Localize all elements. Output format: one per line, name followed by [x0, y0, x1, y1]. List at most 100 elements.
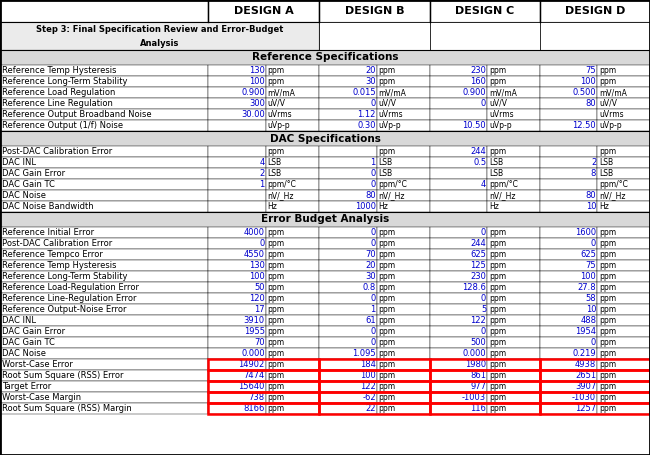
Text: Reference Long-Term Stability: Reference Long-Term Stability — [2, 272, 127, 281]
Text: 5: 5 — [481, 305, 486, 314]
Text: mV/mA: mV/mA — [489, 88, 517, 97]
Text: ppm: ppm — [268, 239, 285, 248]
Text: ppm: ppm — [489, 305, 506, 314]
Text: 17: 17 — [254, 305, 265, 314]
Bar — [540, 260, 597, 271]
Bar — [319, 337, 377, 348]
Bar — [319, 348, 377, 359]
Text: ppm: ppm — [489, 382, 506, 391]
Text: DESIGN C: DESIGN C — [456, 6, 515, 16]
Bar — [488, 87, 540, 98]
Text: ppm: ppm — [268, 250, 285, 259]
Text: Reference Temp Hysteresis: Reference Temp Hysteresis — [2, 66, 116, 75]
Text: -1030: -1030 — [572, 393, 596, 402]
Text: ppm: ppm — [379, 327, 396, 336]
Bar — [430, 293, 488, 304]
Text: DAC Noise: DAC Noise — [2, 191, 46, 200]
Text: 1955: 1955 — [244, 327, 265, 336]
Bar — [377, 76, 430, 87]
Text: ppm: ppm — [599, 147, 616, 156]
Bar — [208, 381, 319, 392]
Text: 4: 4 — [259, 158, 265, 167]
Bar — [430, 403, 540, 414]
Text: ppm: ppm — [489, 338, 506, 347]
Bar — [266, 76, 319, 87]
Bar — [0, 50, 650, 65]
Bar — [319, 370, 377, 381]
Bar — [377, 326, 430, 337]
Text: 130: 130 — [249, 261, 265, 270]
Bar — [488, 120, 540, 131]
Bar — [377, 392, 430, 403]
Text: ppm: ppm — [599, 371, 616, 380]
Bar — [430, 359, 540, 370]
Text: 100: 100 — [580, 272, 596, 281]
Text: Reference Load Regulation: Reference Load Regulation — [2, 88, 116, 97]
Bar — [0, 348, 208, 359]
Bar — [208, 381, 266, 392]
Bar — [597, 157, 650, 168]
Bar — [377, 348, 430, 359]
Text: 4550: 4550 — [244, 250, 265, 259]
Bar — [208, 282, 266, 293]
Text: ppm: ppm — [599, 360, 616, 369]
Bar — [488, 238, 540, 249]
Bar — [208, 146, 266, 157]
Bar — [488, 190, 540, 201]
Text: 50: 50 — [254, 283, 265, 292]
Text: 244: 244 — [471, 147, 486, 156]
Bar — [597, 238, 650, 249]
Text: DESIGN A: DESIGN A — [233, 6, 293, 16]
Bar — [540, 326, 597, 337]
Text: ppm: ppm — [489, 77, 506, 86]
Bar — [540, 168, 597, 179]
Bar — [208, 359, 319, 370]
Bar — [266, 403, 319, 414]
Text: ppm/°C: ppm/°C — [599, 180, 628, 189]
Text: LSB: LSB — [379, 169, 393, 178]
Text: mV/mA: mV/mA — [379, 88, 407, 97]
Text: ppm: ppm — [268, 272, 285, 281]
Bar — [208, 315, 266, 326]
Bar — [540, 392, 597, 403]
Text: ppm: ppm — [268, 316, 285, 325]
Bar — [266, 359, 319, 370]
Bar — [540, 370, 650, 381]
Bar — [488, 146, 540, 157]
Text: ppm: ppm — [268, 294, 285, 303]
Text: 58: 58 — [586, 294, 596, 303]
Bar — [319, 249, 377, 260]
Bar — [0, 238, 208, 249]
Bar — [266, 238, 319, 249]
Bar — [488, 348, 540, 359]
Text: 1.12: 1.12 — [358, 110, 376, 119]
Bar — [540, 337, 597, 348]
Bar — [488, 98, 540, 109]
Text: 1600: 1600 — [575, 228, 596, 237]
Text: Reference Tempco Error: Reference Tempco Error — [2, 250, 103, 259]
Text: ppm: ppm — [599, 250, 616, 259]
Text: 0: 0 — [481, 294, 486, 303]
Text: Reference Initial Error: Reference Initial Error — [2, 228, 94, 237]
Bar — [430, 0, 540, 22]
Text: ppm: ppm — [379, 261, 396, 270]
Bar — [319, 76, 377, 87]
Bar — [430, 190, 488, 201]
Bar — [540, 348, 597, 359]
Bar — [540, 190, 597, 201]
Text: ppm: ppm — [489, 349, 506, 358]
Bar — [0, 201, 208, 212]
Text: 861: 861 — [470, 371, 486, 380]
Bar — [208, 238, 266, 249]
Bar — [208, 370, 266, 381]
Bar — [319, 326, 377, 337]
Bar — [377, 157, 430, 168]
Bar — [319, 201, 377, 212]
Bar — [319, 392, 377, 403]
Bar — [0, 304, 208, 315]
Text: uV/V: uV/V — [268, 99, 286, 108]
Text: 0: 0 — [481, 99, 486, 108]
Text: 3910: 3910 — [244, 316, 265, 325]
Bar — [208, 271, 266, 282]
Bar — [0, 120, 208, 131]
